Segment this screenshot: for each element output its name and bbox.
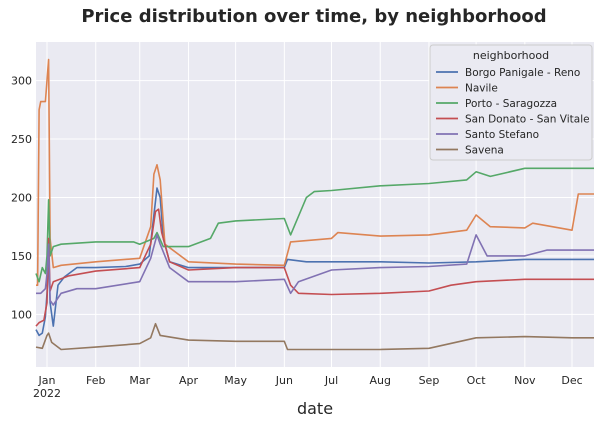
legend: neighborhood Borgo Panigale - Reno Navile… <box>429 44 593 161</box>
x-tick-label: Dec <box>561 374 582 387</box>
y-tick-label: 200 <box>11 191 32 204</box>
x-tick-label: Jun <box>275 374 293 387</box>
y-tick-label: 150 <box>11 250 32 263</box>
legend-entry: Borgo Panigale - Reno <box>465 67 580 79</box>
series-line-5 <box>36 234 594 306</box>
chart-title: Price distribution over time, by neighbo… <box>81 6 546 27</box>
x-tick-label: May <box>224 374 247 387</box>
x-tick-label: Feb <box>86 374 105 387</box>
x-tick-sublabel: 2022 <box>33 387 61 400</box>
y-axis: 100 150 200 250 300 <box>11 75 32 322</box>
legend-title: neighborhood <box>473 49 549 62</box>
x-axis-label: date <box>297 399 333 418</box>
series-line-3 <box>35 167 594 283</box>
series-line-6 <box>35 322 594 351</box>
x-tick-label: Oct <box>467 374 487 387</box>
y-tick-label: 300 <box>11 75 32 88</box>
gridlines <box>36 42 594 367</box>
y-tick-label: 250 <box>11 133 32 146</box>
legend-entry: San Donato - San Vitale <box>465 114 590 126</box>
x-tick-label: Aug <box>369 374 390 387</box>
x-tick-label: Sep <box>419 374 440 387</box>
legend-box <box>429 44 593 161</box>
legend-entry: Savena <box>465 145 504 157</box>
x-tick-label: Nov <box>514 374 536 387</box>
x-tick-label: Jan <box>38 374 56 387</box>
legend-entry: Navile <box>465 83 498 95</box>
legend-entry: Santo Stefano <box>465 129 539 141</box>
x-tick-label: Apr <box>179 374 199 387</box>
legend-entry: Porto - Saragozza <box>465 98 557 110</box>
x-tick-label: Jul <box>324 374 338 387</box>
y-tick-label: 100 <box>11 308 32 321</box>
x-tick-label: Mar <box>129 374 150 387</box>
series-layer <box>35 58 594 351</box>
